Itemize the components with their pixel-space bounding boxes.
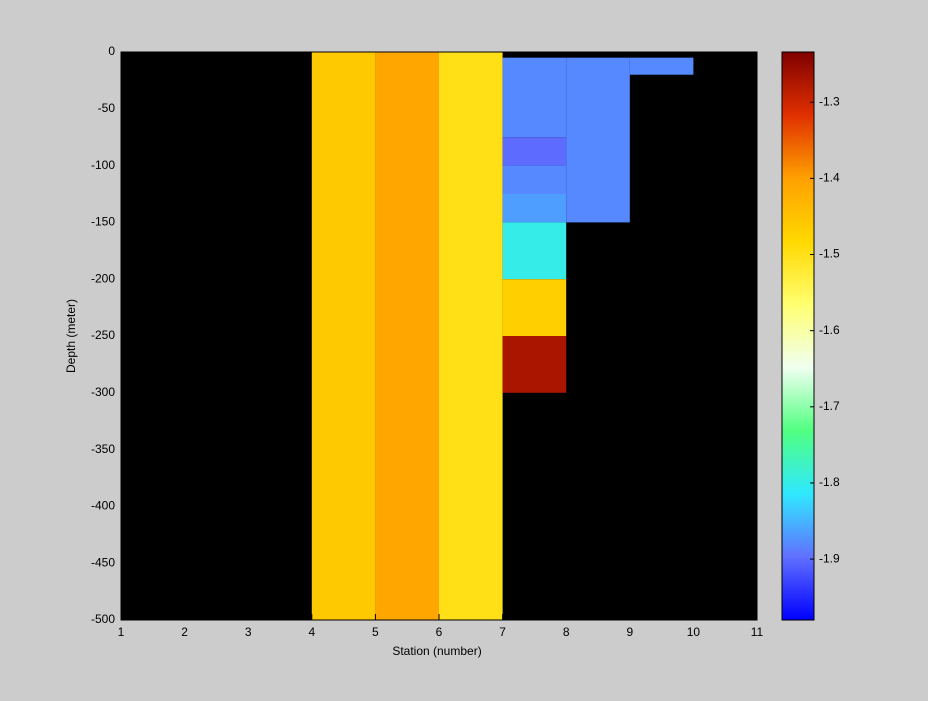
x-tick-label: 5 [372, 625, 379, 639]
y-tick-label: -150 [91, 215, 115, 229]
y-tick-label: 0 [108, 44, 115, 58]
heatmap-cell [502, 279, 567, 336]
colorbar-tick-label: -1.9 [819, 551, 840, 565]
y-tick-label: -300 [91, 385, 115, 399]
y-tick-label: -250 [91, 328, 115, 342]
plot-frame [120, 51, 758, 621]
x-tick-label: 3 [245, 625, 252, 639]
x-tick-label: 9 [626, 625, 633, 639]
y-tick-label: -400 [91, 499, 115, 513]
heatmap-cell [502, 222, 567, 280]
x-tick-label: 10 [687, 625, 701, 639]
colorbar-tick-label: -1.6 [819, 323, 840, 337]
x-tick-label: 7 [499, 625, 506, 639]
x-tick-label: 4 [308, 625, 315, 639]
y-axis-label: Depth (meter) [64, 299, 78, 373]
heatmap-cell [502, 137, 567, 166]
heatmap-cell [502, 194, 567, 223]
colorbar [781, 51, 815, 621]
y-tick-label: -500 [91, 612, 115, 626]
heatmap-cell [502, 336, 567, 393]
y-tick-label: -450 [91, 555, 115, 569]
heatmap-cell [502, 165, 567, 194]
x-tick-label: 6 [436, 625, 443, 639]
y-tick-label: -200 [91, 271, 115, 285]
x-tick-label: 8 [563, 625, 570, 639]
colorbar-tick-label: -1.8 [819, 475, 840, 489]
y-tick-label: -50 [98, 101, 116, 115]
heatmap-cell [629, 57, 694, 75]
x-tick-label: 11 [751, 625, 764, 639]
colorbar-tick-label: -1.3 [819, 94, 840, 108]
x-tick-label: 1 [118, 625, 125, 639]
colorbar-tick-label: -1.5 [819, 247, 840, 261]
colorbar-tick-label: -1.7 [819, 399, 840, 413]
heatmap-cell [439, 52, 503, 620]
heatmap-cell [502, 57, 567, 138]
x-tick-label: 2 [181, 625, 188, 639]
x-axis-label: Station (number) [392, 644, 481, 658]
colorbar-tick-label: -1.4 [819, 171, 840, 185]
y-tick-label: -350 [91, 442, 115, 456]
heatmap-cell [311, 52, 376, 620]
y-tick-label: -100 [91, 158, 115, 172]
heatmap-cell [375, 52, 439, 620]
heatmap-cell [566, 57, 630, 223]
